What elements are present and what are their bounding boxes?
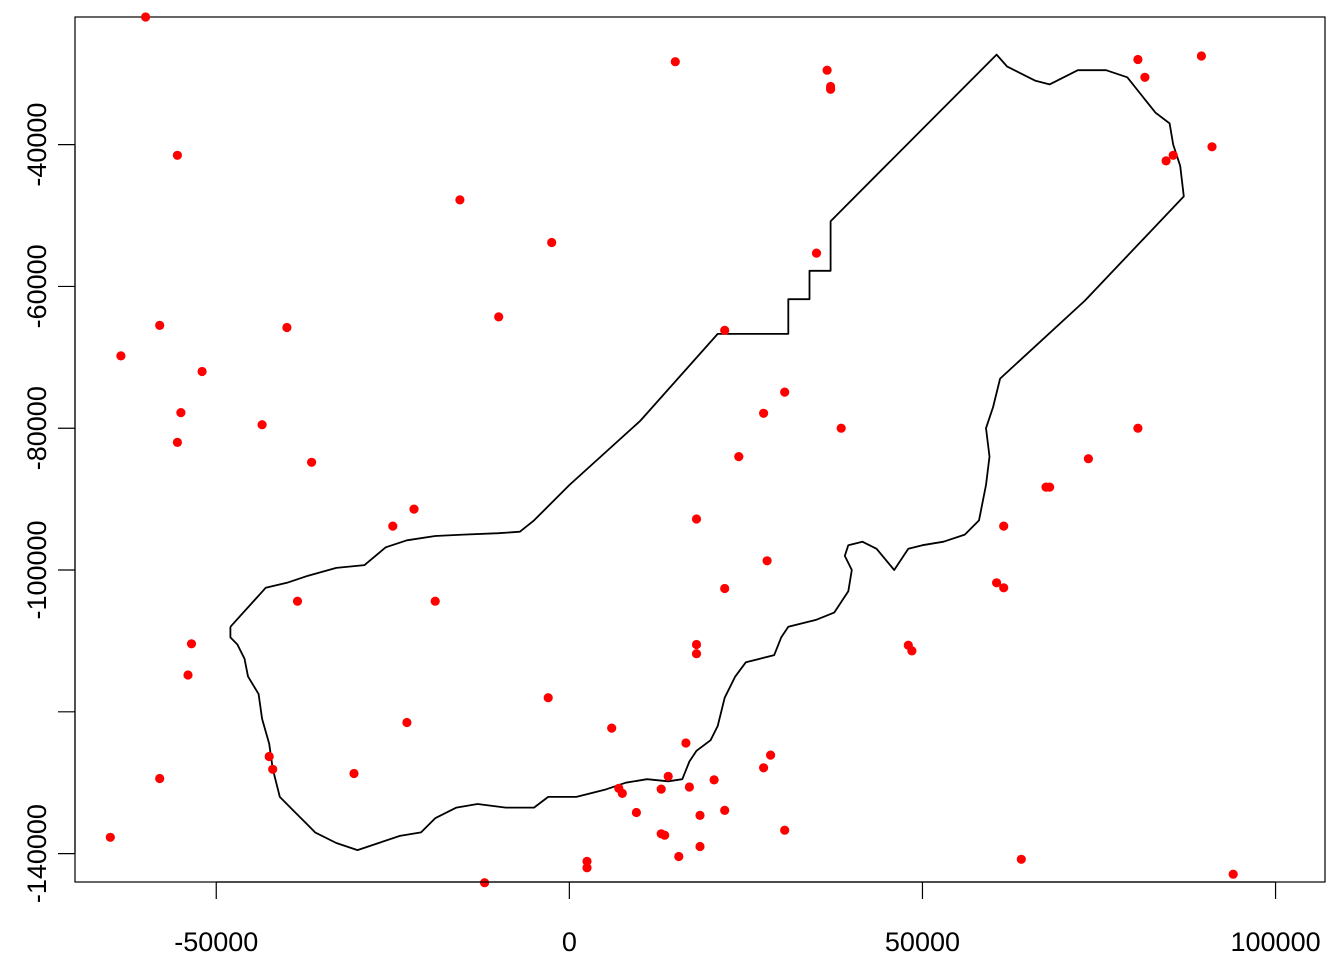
data-point: [141, 12, 151, 22]
x-axis: -50000 0 50000 100000: [174, 881, 1321, 957]
data-point: [734, 452, 744, 462]
data-point: [811, 248, 822, 258]
data-point: [631, 807, 642, 818]
data-point: [1016, 854, 1026, 864]
data-point: [695, 810, 705, 821]
data-point: [826, 84, 836, 94]
data-point: [759, 763, 769, 773]
data-point: [430, 596, 440, 606]
data-point: [1168, 150, 1178, 160]
y-tick-label: -80000: [22, 386, 52, 470]
data-point: [172, 437, 182, 447]
data-point: [1045, 482, 1055, 492]
x-tick-label: 100000: [1231, 927, 1321, 957]
data-point: [670, 57, 680, 67]
data-point: [155, 773, 165, 784]
data-point: [264, 751, 274, 762]
data-point: [268, 764, 278, 774]
y-tick-label: -60000: [22, 244, 52, 328]
data-point: [999, 521, 1009, 531]
data-point: [402, 717, 412, 728]
data-point: [780, 387, 790, 397]
data-point: [691, 639, 702, 650]
data-point: [547, 237, 557, 248]
data-point: [999, 583, 1009, 593]
data-point: [780, 825, 790, 835]
data-point: [684, 782, 695, 792]
data-point: [720, 805, 730, 816]
x-tick-label: -50000: [174, 927, 258, 957]
data-point: [172, 150, 182, 160]
data-point: [1207, 142, 1217, 152]
data-point: [582, 856, 592, 867]
data-point: [695, 841, 705, 852]
data-point: [691, 649, 702, 659]
data-point: [1133, 423, 1143, 433]
data-point: [759, 408, 769, 418]
data-point: [674, 851, 684, 862]
data-point: [543, 693, 553, 703]
data-point: [105, 832, 115, 842]
data-point: [183, 670, 193, 680]
data-point: [1161, 156, 1171, 166]
data-point: [992, 578, 1002, 588]
data-point: [186, 639, 197, 649]
data-point: [282, 322, 292, 333]
data-point: [656, 784, 666, 794]
data-point: [1196, 51, 1206, 61]
data-point: [307, 457, 317, 467]
data-point: [1140, 72, 1150, 82]
data-point: [681, 738, 691, 748]
data-point: [155, 320, 165, 330]
data-point: [822, 65, 832, 75]
data-point: [766, 750, 776, 760]
data-point: [720, 583, 730, 594]
data-point: [409, 504, 419, 514]
x-tick-label: 0: [562, 927, 577, 957]
plot-frame: [74, 16, 1326, 883]
data-point: [660, 830, 670, 840]
y-axis: -40000 -60000 -80000 -100000 -140000: [22, 103, 76, 903]
data-point: [455, 195, 465, 205]
data-point: [1133, 54, 1143, 65]
data-point: [494, 312, 504, 322]
data-point: [617, 788, 627, 799]
data-point: [292, 596, 303, 606]
data-point: [836, 423, 846, 433]
data-point: [197, 366, 207, 377]
y-tick-label: -40000: [22, 103, 52, 187]
data-point: [116, 351, 126, 361]
points-layer: [105, 12, 1238, 888]
data-point: [176, 408, 186, 418]
data-point: [388, 521, 398, 531]
y-tick-label: -100000: [22, 520, 52, 619]
data-point: [663, 771, 673, 782]
data-point: [691, 514, 702, 524]
region-boundary: [229, 53, 1185, 851]
data-point: [709, 775, 719, 785]
data-point: [1083, 454, 1093, 464]
data-point: [582, 863, 592, 873]
x-tick-label: 50000: [885, 927, 960, 957]
data-point: [480, 878, 490, 888]
data-point: [607, 723, 617, 733]
data-point: [1228, 869, 1238, 879]
data-point: [257, 420, 267, 430]
data-point: [349, 768, 359, 779]
y-tick-label: -140000: [22, 804, 52, 903]
data-point: [907, 646, 917, 656]
data-point: [720, 325, 730, 335]
data-point: [762, 556, 772, 566]
